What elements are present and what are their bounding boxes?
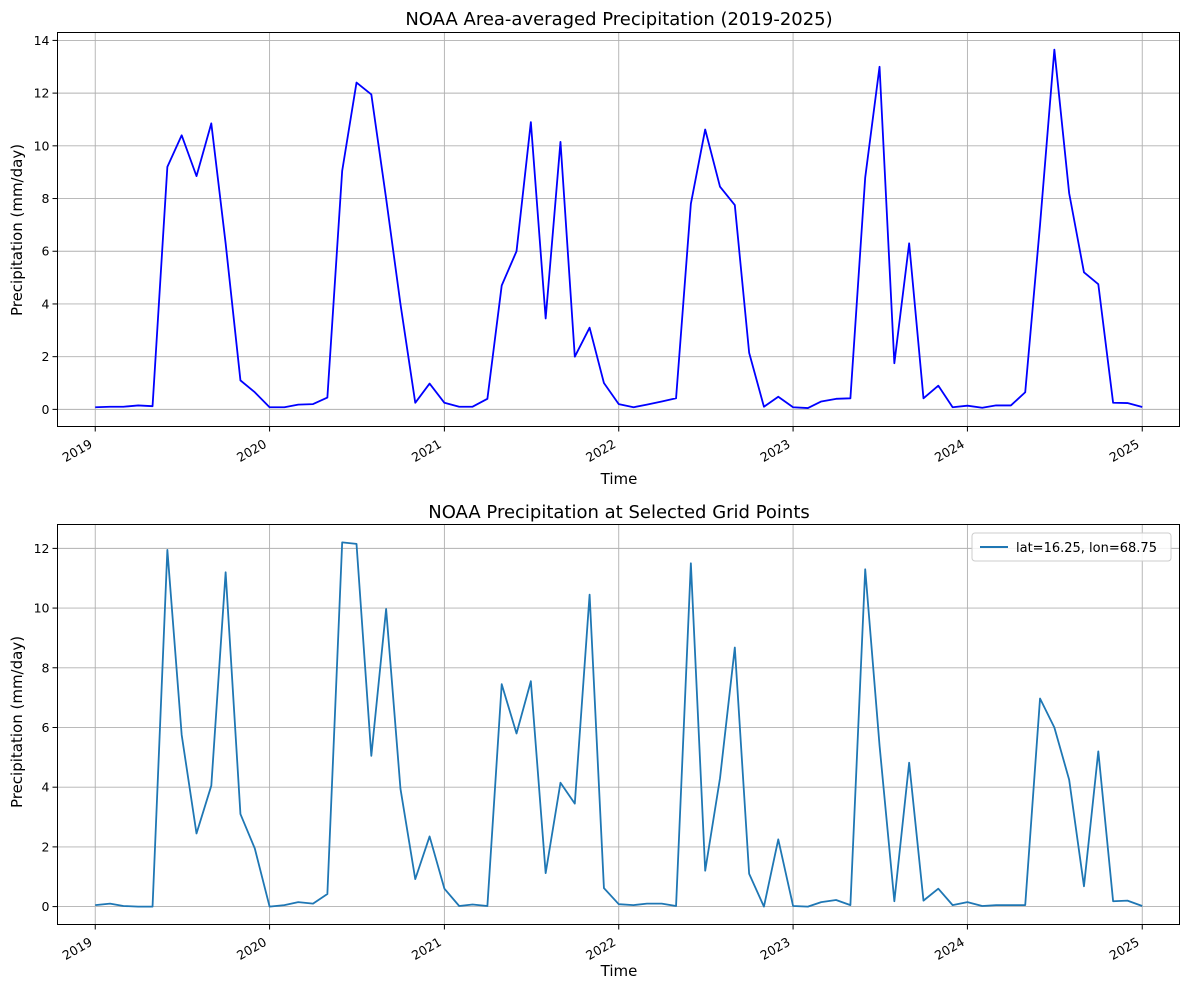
x-axis-label: Time — [600, 470, 638, 488]
x-tick-label: 2020 — [234, 436, 269, 465]
y-tick-label: 0 — [42, 899, 50, 914]
x-tick-label: 2025 — [1107, 436, 1142, 465]
y-tick-label: 0 — [42, 402, 50, 417]
x-tick-label: 2021 — [409, 436, 444, 465]
legend-label: lat=16.25, lon=68.75 — [1016, 541, 1157, 556]
x-tick-label: 2021 — [409, 934, 444, 963]
plot-area — [95, 48, 1143, 409]
legend: lat=16.25, lon=68.75 — [971, 532, 1172, 562]
x-axis-ticks: 2019 2020 2021 2022 2023 2024 2025 — [60, 924, 1143, 963]
chart-area-averaged: NOAA Area-averaged Precipitation (2019-2… — [8, 9, 1180, 488]
x-tick-label: 2023 — [758, 436, 793, 465]
y-axis-ticks: 0 2 4 6 8 10 12 14 — [34, 33, 58, 417]
x-axis-label: Time — [600, 962, 638, 980]
y-tick-label: 4 — [42, 296, 50, 311]
x-tick-label: 2023 — [758, 934, 793, 963]
axes-frame — [57, 32, 1180, 427]
chart-grid-points: NOAA Precipitation at Selected Grid Poin… — [8, 502, 1180, 980]
x-tick-label: 2020 — [234, 934, 269, 963]
y-tick-label: 12 — [34, 86, 50, 101]
y-tick-label: 4 — [42, 780, 50, 795]
series-line — [95, 541, 1143, 908]
series-line — [95, 48, 1143, 409]
x-axis-ticks: 2019 2020 2021 2022 2023 2024 2025 — [60, 426, 1143, 465]
plot-area — [95, 541, 1143, 908]
x-tick-label: 2022 — [583, 436, 618, 465]
x-tick-label: 2025 — [1107, 934, 1142, 963]
y-tick-label: 2 — [42, 839, 50, 854]
y-tick-label: 12 — [34, 541, 50, 556]
y-tick-label: 10 — [34, 138, 50, 153]
y-tick-label: 14 — [34, 33, 50, 48]
legend-box — [971, 532, 1172, 562]
y-tick-label: 6 — [42, 720, 50, 735]
y-tick-label: 8 — [42, 660, 50, 675]
x-tick-label: 2019 — [60, 436, 95, 465]
y-tick-label: 8 — [42, 191, 50, 206]
y-tick-label: 2 — [42, 349, 50, 364]
x-tick-label: 2019 — [60, 934, 95, 963]
y-axis-ticks: 0 2 4 6 8 10 12 — [34, 541, 58, 914]
chart-title: NOAA Precipitation at Selected Grid Poin… — [428, 502, 810, 523]
grid — [57, 32, 1180, 427]
grid — [57, 524, 1180, 925]
y-tick-label: 10 — [34, 601, 50, 616]
x-tick-label: 2022 — [583, 934, 618, 963]
axes-frame — [57, 524, 1180, 925]
chart-title: NOAA Area-averaged Precipitation (2019-2… — [405, 9, 832, 30]
x-tick-label: 2024 — [932, 934, 967, 963]
y-axis-label: Precipitation (mm/day) — [8, 636, 26, 808]
x-tick-label: 2024 — [932, 436, 967, 465]
y-tick-label: 6 — [42, 244, 50, 259]
y-axis-label: Precipitation (mm/day) — [8, 144, 26, 316]
